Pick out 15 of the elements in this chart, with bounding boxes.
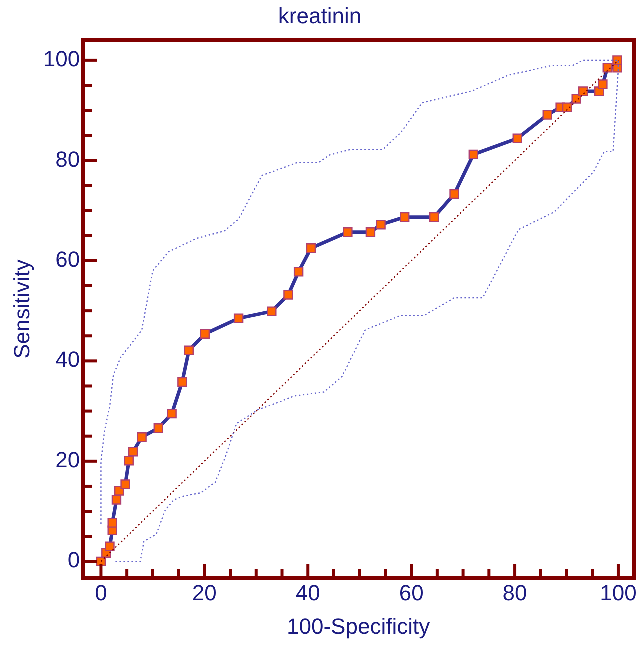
y-tick-label: 80 xyxy=(56,146,80,172)
x-tick-label: 40 xyxy=(296,580,320,606)
x-axis-title: 100-Specificity xyxy=(287,614,430,639)
x-tick-label: 100 xyxy=(600,580,637,606)
chart-title: kreatinin xyxy=(278,3,362,28)
y-axis-title: Sensitivity xyxy=(9,260,34,359)
x-tick-label: 0 xyxy=(95,580,108,606)
x-tick-label: 60 xyxy=(399,580,424,606)
x-tick-label: 20 xyxy=(192,580,217,606)
y-tick-label: 40 xyxy=(56,347,80,372)
y-tick-label: 60 xyxy=(56,246,80,272)
y-tick-label: 20 xyxy=(56,447,80,472)
x-tick-label: 80 xyxy=(502,580,528,606)
y-tick-label: 0 xyxy=(68,548,80,573)
y-tick-label: 100 xyxy=(43,46,80,72)
